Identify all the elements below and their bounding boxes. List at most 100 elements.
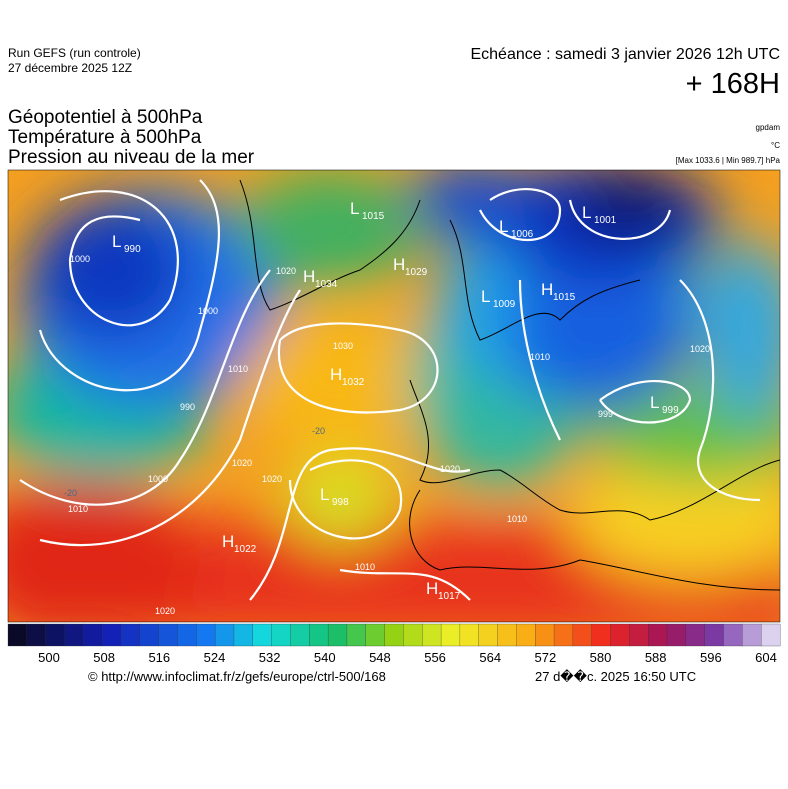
centre-value: 1015 — [553, 292, 576, 303]
colorbar-label: 588 — [645, 650, 667, 665]
centre-value: 990 — [124, 244, 141, 255]
centre-value: 1032 — [342, 377, 365, 388]
contour-label: 999 — [598, 409, 613, 419]
contour-label: 1020 — [262, 474, 282, 484]
colorbar-label: 604 — [755, 650, 777, 665]
valid-time: Echéance : samedi 3 janvier 2026 12h UTC — [470, 46, 780, 63]
colorbar-label: 596 — [700, 650, 722, 665]
centre-letter: L — [320, 485, 329, 504]
contour-label: 1020 — [690, 344, 710, 354]
colorbar-label: 524 — [204, 650, 226, 665]
colorbar-swatch — [196, 623, 216, 647]
contour-label: 990 — [180, 402, 195, 412]
colorbar-swatch — [535, 623, 555, 647]
colorbar: 500 508 516 524 532 540 548 556 564 572 580 588 596 6… — [7, 623, 781, 665]
contour-label: 1000 — [70, 254, 90, 264]
contour-label: -20 — [64, 488, 77, 498]
pressure-centre: L 998 — [320, 485, 349, 508]
colorbar-swatch — [761, 623, 781, 647]
centre-letter: H — [393, 255, 405, 274]
contour-label: 1010 — [68, 504, 88, 514]
centre-letter: H — [330, 365, 342, 384]
colorbar-swatch — [685, 623, 706, 647]
colorbar-swatch — [572, 623, 593, 647]
contour-label: -20 — [312, 426, 325, 436]
unit: gpdam — [755, 123, 780, 132]
colorbar-swatch — [158, 623, 178, 647]
colorbar-swatch — [233, 623, 254, 647]
contour-label: 1010 — [228, 364, 248, 374]
field — [8, 170, 780, 622]
colorbar-swatch — [403, 623, 423, 647]
colorbar-swatch — [252, 623, 273, 647]
colorbar-swatch — [459, 623, 480, 647]
centre-letter: L — [112, 232, 121, 251]
centre-letter: H — [222, 532, 234, 551]
centre-letter: H — [303, 267, 315, 286]
colorbar-swatch — [120, 623, 141, 647]
centre-letter: L — [481, 287, 490, 306]
colorbar-swatch — [629, 623, 649, 647]
pressure-centre: L 990 — [112, 232, 141, 255]
colorbar-label: 508 — [93, 650, 115, 665]
contour-label: 1000 — [148, 474, 168, 484]
pressure-centre: H 1032 — [330, 365, 365, 388]
contour-label: 1010 — [507, 514, 527, 524]
colorbar-swatch — [214, 623, 235, 647]
centre-value: 1034 — [315, 279, 338, 290]
run-date: 27 décembre 2025 12Z — [8, 61, 133, 75]
colorbar-label: 572 — [535, 650, 557, 665]
run-name: Run GEFS (run controle) — [8, 46, 141, 60]
isobars — [19, 179, 761, 601]
title: Température à 500hPa — [8, 127, 202, 148]
colorbar-swatch — [610, 623, 630, 647]
contour-label: 1020 — [440, 464, 460, 474]
unit: [Max 1033.6 | Min 989.7] hPa — [675, 156, 780, 165]
colorbar-label: 500 — [38, 650, 60, 665]
colorbar-swatch — [7, 623, 28, 647]
colorbar-swatch — [666, 623, 687, 647]
colorbar-swatch — [591, 623, 611, 647]
colorbar-swatch — [742, 623, 762, 647]
centre-value: 1009 — [493, 299, 516, 310]
centre-value: 1006 — [511, 229, 534, 240]
title: Pression au niveau de la mer — [8, 147, 255, 168]
colorbar-swatch — [365, 623, 386, 647]
pressure-centre: L 1015 — [350, 199, 385, 222]
title: Géopotentiel à 500hPa — [8, 107, 203, 128]
pressure-centre: L 1001 — [582, 203, 617, 226]
pressure-centre: H 1029 — [393, 255, 428, 278]
colorbar-swatch — [45, 623, 65, 647]
contour-label: 1020 — [155, 606, 175, 616]
centre-value: 1017 — [438, 591, 461, 602]
pressure-centre: H 1015 — [541, 280, 576, 303]
contour-label: 1010 — [355, 562, 375, 572]
colorbar-swatch — [26, 623, 47, 647]
colorbar-swatch — [271, 623, 291, 647]
centre-value: 998 — [332, 497, 349, 508]
pressure-centre: H 1034 — [303, 267, 338, 290]
colorbar-swatch — [83, 623, 103, 647]
colorbar-swatch — [422, 623, 442, 647]
colorbar-swatch — [648, 623, 668, 647]
colorbar-swatch — [440, 623, 461, 647]
colorbar-label: 540 — [314, 650, 336, 665]
centre-letter: L — [582, 203, 591, 222]
centre-letter: H — [541, 280, 553, 299]
centre-value: 1022 — [234, 544, 257, 555]
unit: °C — [771, 141, 780, 150]
source-url: © http://www.infoclimat.fr/z/gefs/europe… — [88, 669, 386, 684]
colorbar-swatch — [64, 623, 84, 647]
colorbar-swatch — [723, 623, 743, 647]
pressure-centre: H 1022 — [222, 532, 257, 555]
timestamp: 27 d��c. 2025 16:50 UTC — [535, 669, 697, 684]
centre-letter: L — [350, 199, 359, 218]
pressure-centre: L 999 — [650, 393, 679, 416]
pressure-centre: H 1017 — [426, 579, 461, 602]
colorbar-swatch — [327, 623, 348, 647]
colorbar-swatch — [516, 623, 536, 647]
pressure-centre: L 1009 — [481, 287, 516, 310]
centre-letter: L — [650, 393, 659, 412]
colorbar-swatch — [478, 623, 499, 647]
colorbar-swatch — [704, 623, 724, 647]
